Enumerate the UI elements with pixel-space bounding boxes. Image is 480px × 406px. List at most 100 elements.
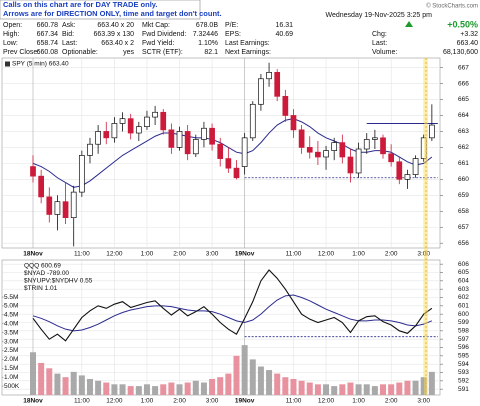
candle-body — [274, 72, 281, 97]
x-tick-label: 12:00 — [318, 251, 335, 258]
y-tick-label: 599 — [458, 319, 469, 326]
candle-body — [298, 129, 305, 148]
candle-body — [388, 153, 395, 163]
volume-bar — [38, 362, 45, 395]
info-value: 68,130,600 — [443, 49, 478, 56]
y-tick-label: 598 — [458, 328, 469, 335]
candle-body — [119, 118, 126, 124]
info-label: Last: — [62, 40, 77, 47]
x-tick-label: 11:00 — [74, 251, 90, 258]
candle-body — [396, 161, 403, 180]
candle-body — [331, 142, 338, 151]
candle-body — [429, 124, 435, 139]
datetime: Wednesday 19-Nov-2025 3:25 pm — [326, 12, 433, 19]
x-tick-label: 19Nov — [235, 398, 255, 405]
y-tick-label: 662 — [458, 144, 469, 151]
volume-bar — [30, 352, 36, 395]
legend-entry: SPY (5 min) 663.40 — [12, 61, 69, 68]
y-tick-label: 601 — [458, 303, 469, 310]
x-tick-label: 11:00 — [286, 398, 302, 405]
y-tick-label: 667 — [458, 64, 469, 71]
volume-bar — [135, 386, 142, 395]
x-tick-label: 18Nov — [23, 398, 43, 405]
y-tick-label: 663 — [458, 128, 469, 135]
candle-body — [201, 127, 207, 140]
volume-bar — [160, 384, 167, 395]
volume-bar — [363, 384, 370, 395]
volume-bar — [404, 380, 411, 395]
volume-bar — [274, 373, 281, 395]
volume-bar — [111, 384, 118, 395]
candle-body — [249, 103, 256, 139]
volume-bar — [355, 384, 362, 395]
y-tick-label: 592 — [458, 378, 469, 385]
candle-body — [266, 72, 272, 80]
volume-bar — [176, 384, 183, 395]
info-label: P/E: — [225, 22, 238, 29]
info-label: Bid: — [62, 31, 74, 38]
volume-bar — [323, 384, 330, 395]
info-value: 663.39 x 130 — [94, 31, 135, 38]
x-tick-label: 12:00 — [106, 251, 123, 258]
info-label: Low: — [3, 40, 18, 47]
info-value: 660.78 — [37, 22, 59, 29]
y-tick-label: 665 — [458, 96, 469, 103]
info-value: 658.74 — [37, 40, 59, 47]
x-tick-label: 1:00 — [352, 251, 365, 258]
volume-tick-label: 4.5M — [4, 312, 18, 319]
info-label: Mkt Cap: — [142, 22, 170, 29]
volume-bar — [388, 384, 395, 395]
volume-bar — [143, 384, 150, 395]
volume-bar — [306, 382, 313, 395]
volume-tick-label: 2.0M — [4, 356, 18, 363]
volume-tick-label: 4.0M — [4, 320, 18, 327]
x-tick-label: 3:00 — [206, 251, 219, 258]
legend-swatch — [5, 61, 10, 67]
volume-bar — [290, 378, 297, 395]
legend-entry: $TRIN 1.01 — [24, 285, 58, 292]
legend-entry: QQQ 600.69 — [24, 263, 61, 270]
y-tick-label: 664 — [458, 112, 469, 119]
candle-body — [380, 137, 386, 155]
candle-body — [209, 127, 215, 145]
notice-box — [0, 0, 201, 20]
notice-line: Calls on this chart are for DAY TRADE on… — [3, 0, 157, 9]
candle-body — [233, 167, 240, 179]
candle-body — [152, 111, 158, 118]
up-arrow-icon — [405, 21, 413, 27]
volume-bar — [192, 380, 199, 395]
info-label: Last: — [372, 40, 387, 47]
x-tick-label: 3:00 — [417, 398, 430, 405]
info-value: 40.69 — [275, 31, 293, 38]
x-tick-label: 1:00 — [141, 251, 154, 258]
y-tick-label: 604 — [458, 278, 469, 285]
candle-body — [103, 131, 110, 139]
info-value: 7.32446 — [193, 31, 218, 38]
info-value: 82.1 — [204, 49, 218, 56]
volume-bar — [46, 368, 53, 395]
candle-body — [306, 147, 313, 153]
x-tick-label: 2:00 — [173, 398, 186, 405]
volume-bar — [266, 370, 273, 395]
info-value: 16.31 — [275, 22, 293, 29]
volume-bar — [420, 377, 427, 395]
candle-body — [168, 129, 175, 148]
volume-bar — [217, 377, 224, 395]
volume-bar — [62, 377, 69, 395]
volume-bar — [331, 386, 338, 395]
volume-bar — [380, 384, 387, 395]
volume-bar — [339, 384, 346, 395]
volume-bar — [103, 382, 110, 395]
info-label: Fwd Dividend: — [142, 31, 186, 38]
volume-bar — [314, 384, 321, 395]
volume-bar — [95, 380, 102, 395]
info-value: 663.40 — [457, 40, 479, 47]
candle-body — [87, 143, 93, 156]
volume-bar — [209, 378, 216, 395]
moving-average — [32, 118, 433, 188]
x-tick-label: 18Nov — [23, 251, 43, 258]
volume-bar — [70, 371, 77, 395]
candle-body — [184, 131, 191, 155]
volume-bar — [184, 382, 191, 395]
